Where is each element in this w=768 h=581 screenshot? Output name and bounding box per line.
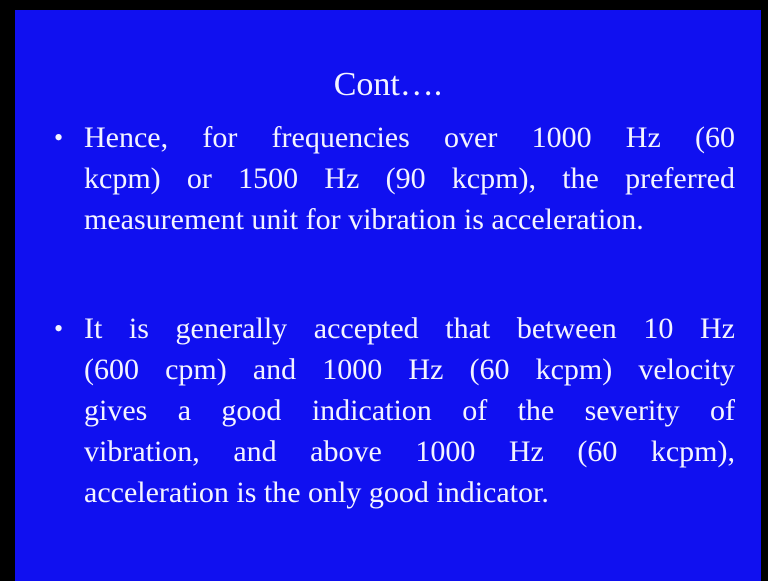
slide: Cont…. • Hence, for frequencies over 1000…	[15, 10, 761, 581]
bullet-line: vibration, and above 1000 Hz (60 kcpm),	[84, 435, 735, 468]
slide-title: Cont….	[333, 66, 443, 103]
bullet-line: acceleration is the only good indicator.	[84, 476, 549, 509]
bullet-line: (600 cpm) and 1000 Hz (60 kcpm) velocity	[84, 353, 735, 386]
bullet-line: gives a good indication of the severity …	[84, 394, 735, 427]
bullet-dot: •	[54, 123, 64, 152]
bullet-line: kcpm) or 1500 Hz (90 kcpm), the preferre…	[84, 162, 735, 195]
bullet-dot: •	[54, 314, 64, 343]
bullet-line: It is generally accepted that between 10…	[84, 312, 735, 345]
bullet-line: Hence, for frequencies over 1000 Hz (60	[84, 121, 735, 154]
bullet-item: • It is generally accepted that between 1…	[54, 308, 735, 513]
bullet-line: measurement unit for vibration is accele…	[84, 203, 644, 236]
bullet-item: • Hence, for frequencies over 1000 Hz (60…	[54, 117, 735, 240]
